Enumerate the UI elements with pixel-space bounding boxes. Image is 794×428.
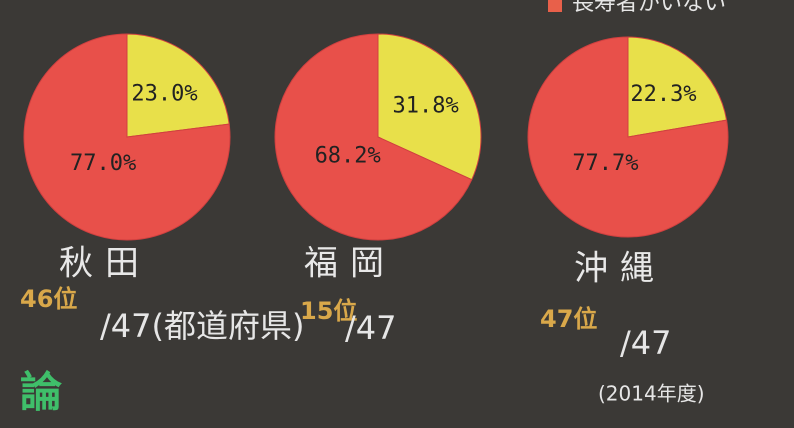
marker xyxy=(548,0,562,12)
heading: 論 xyxy=(20,368,62,417)
slice-label: 77.7% xyxy=(572,151,638,176)
slice-label: 77.0% xyxy=(70,151,136,176)
top-text: 長寿者がいない xyxy=(572,0,726,16)
chart-title: 秋田 xyxy=(59,244,151,284)
slice-label: 68.2% xyxy=(315,144,381,169)
slice-label: 22.3% xyxy=(630,82,696,107)
rank-total: /47 xyxy=(345,309,397,347)
note: (2014年度) xyxy=(598,382,705,406)
chalkboard: 長寿者がいない 論 (2014年度) 23.0% 77.0% 秋田46位/47(都道… xyxy=(0,0,794,428)
chart-title: 福岡 xyxy=(304,244,396,284)
slice-label: 31.8% xyxy=(393,93,459,118)
rank-total: /47 xyxy=(620,324,672,362)
slice-label: 23.0% xyxy=(131,82,197,107)
rank: 47位 xyxy=(540,305,597,333)
chart-title: 沖縄 xyxy=(574,249,666,289)
rank-total: /47(都道府県) xyxy=(100,307,304,345)
rank: 46位 xyxy=(20,285,77,313)
